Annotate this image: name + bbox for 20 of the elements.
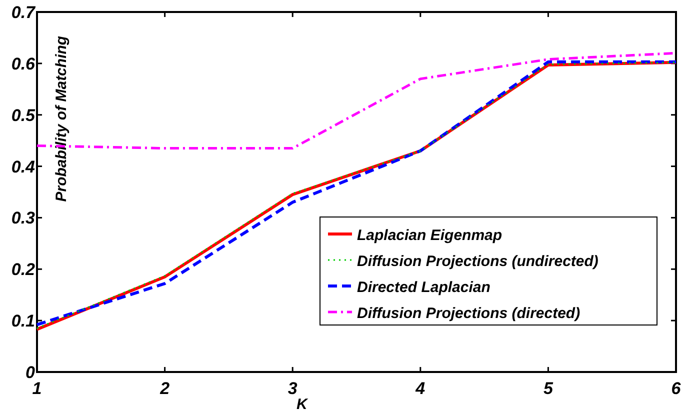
x-tick-label: 4 <box>414 379 426 398</box>
y-tick-label: 0.2 <box>11 260 36 280</box>
y-tick-label: 0 <box>26 363 36 382</box>
x-tick-label: 6 <box>671 379 681 398</box>
y-tick-label: 0.7 <box>11 3 37 22</box>
legend-label: Laplacian Eigenmap <box>357 227 502 244</box>
y-tick-label: 0.5 <box>11 106 36 125</box>
x-axis-title: K <box>296 396 308 411</box>
legend-label: Diffusion Projections (directed) <box>357 305 580 322</box>
y-tick-label: 0.1 <box>11 312 35 331</box>
x-tick-label: 3 <box>288 379 298 398</box>
y-tick-label: 0.3 <box>11 208 36 228</box>
x-tick-label: 1 <box>32 379 42 398</box>
y-tick-label: 0.6 <box>11 54 36 74</box>
legend-label: Directed Laplacian <box>357 279 490 296</box>
x-tick-label: 5 <box>543 379 554 398</box>
y-axis-title: Probability of Matching <box>53 36 70 202</box>
legend-label: Diffusion Projections (undirected) <box>357 253 598 270</box>
x-tick-label: 2 <box>159 379 170 398</box>
y-tick-label: 0.4 <box>11 157 36 176</box>
